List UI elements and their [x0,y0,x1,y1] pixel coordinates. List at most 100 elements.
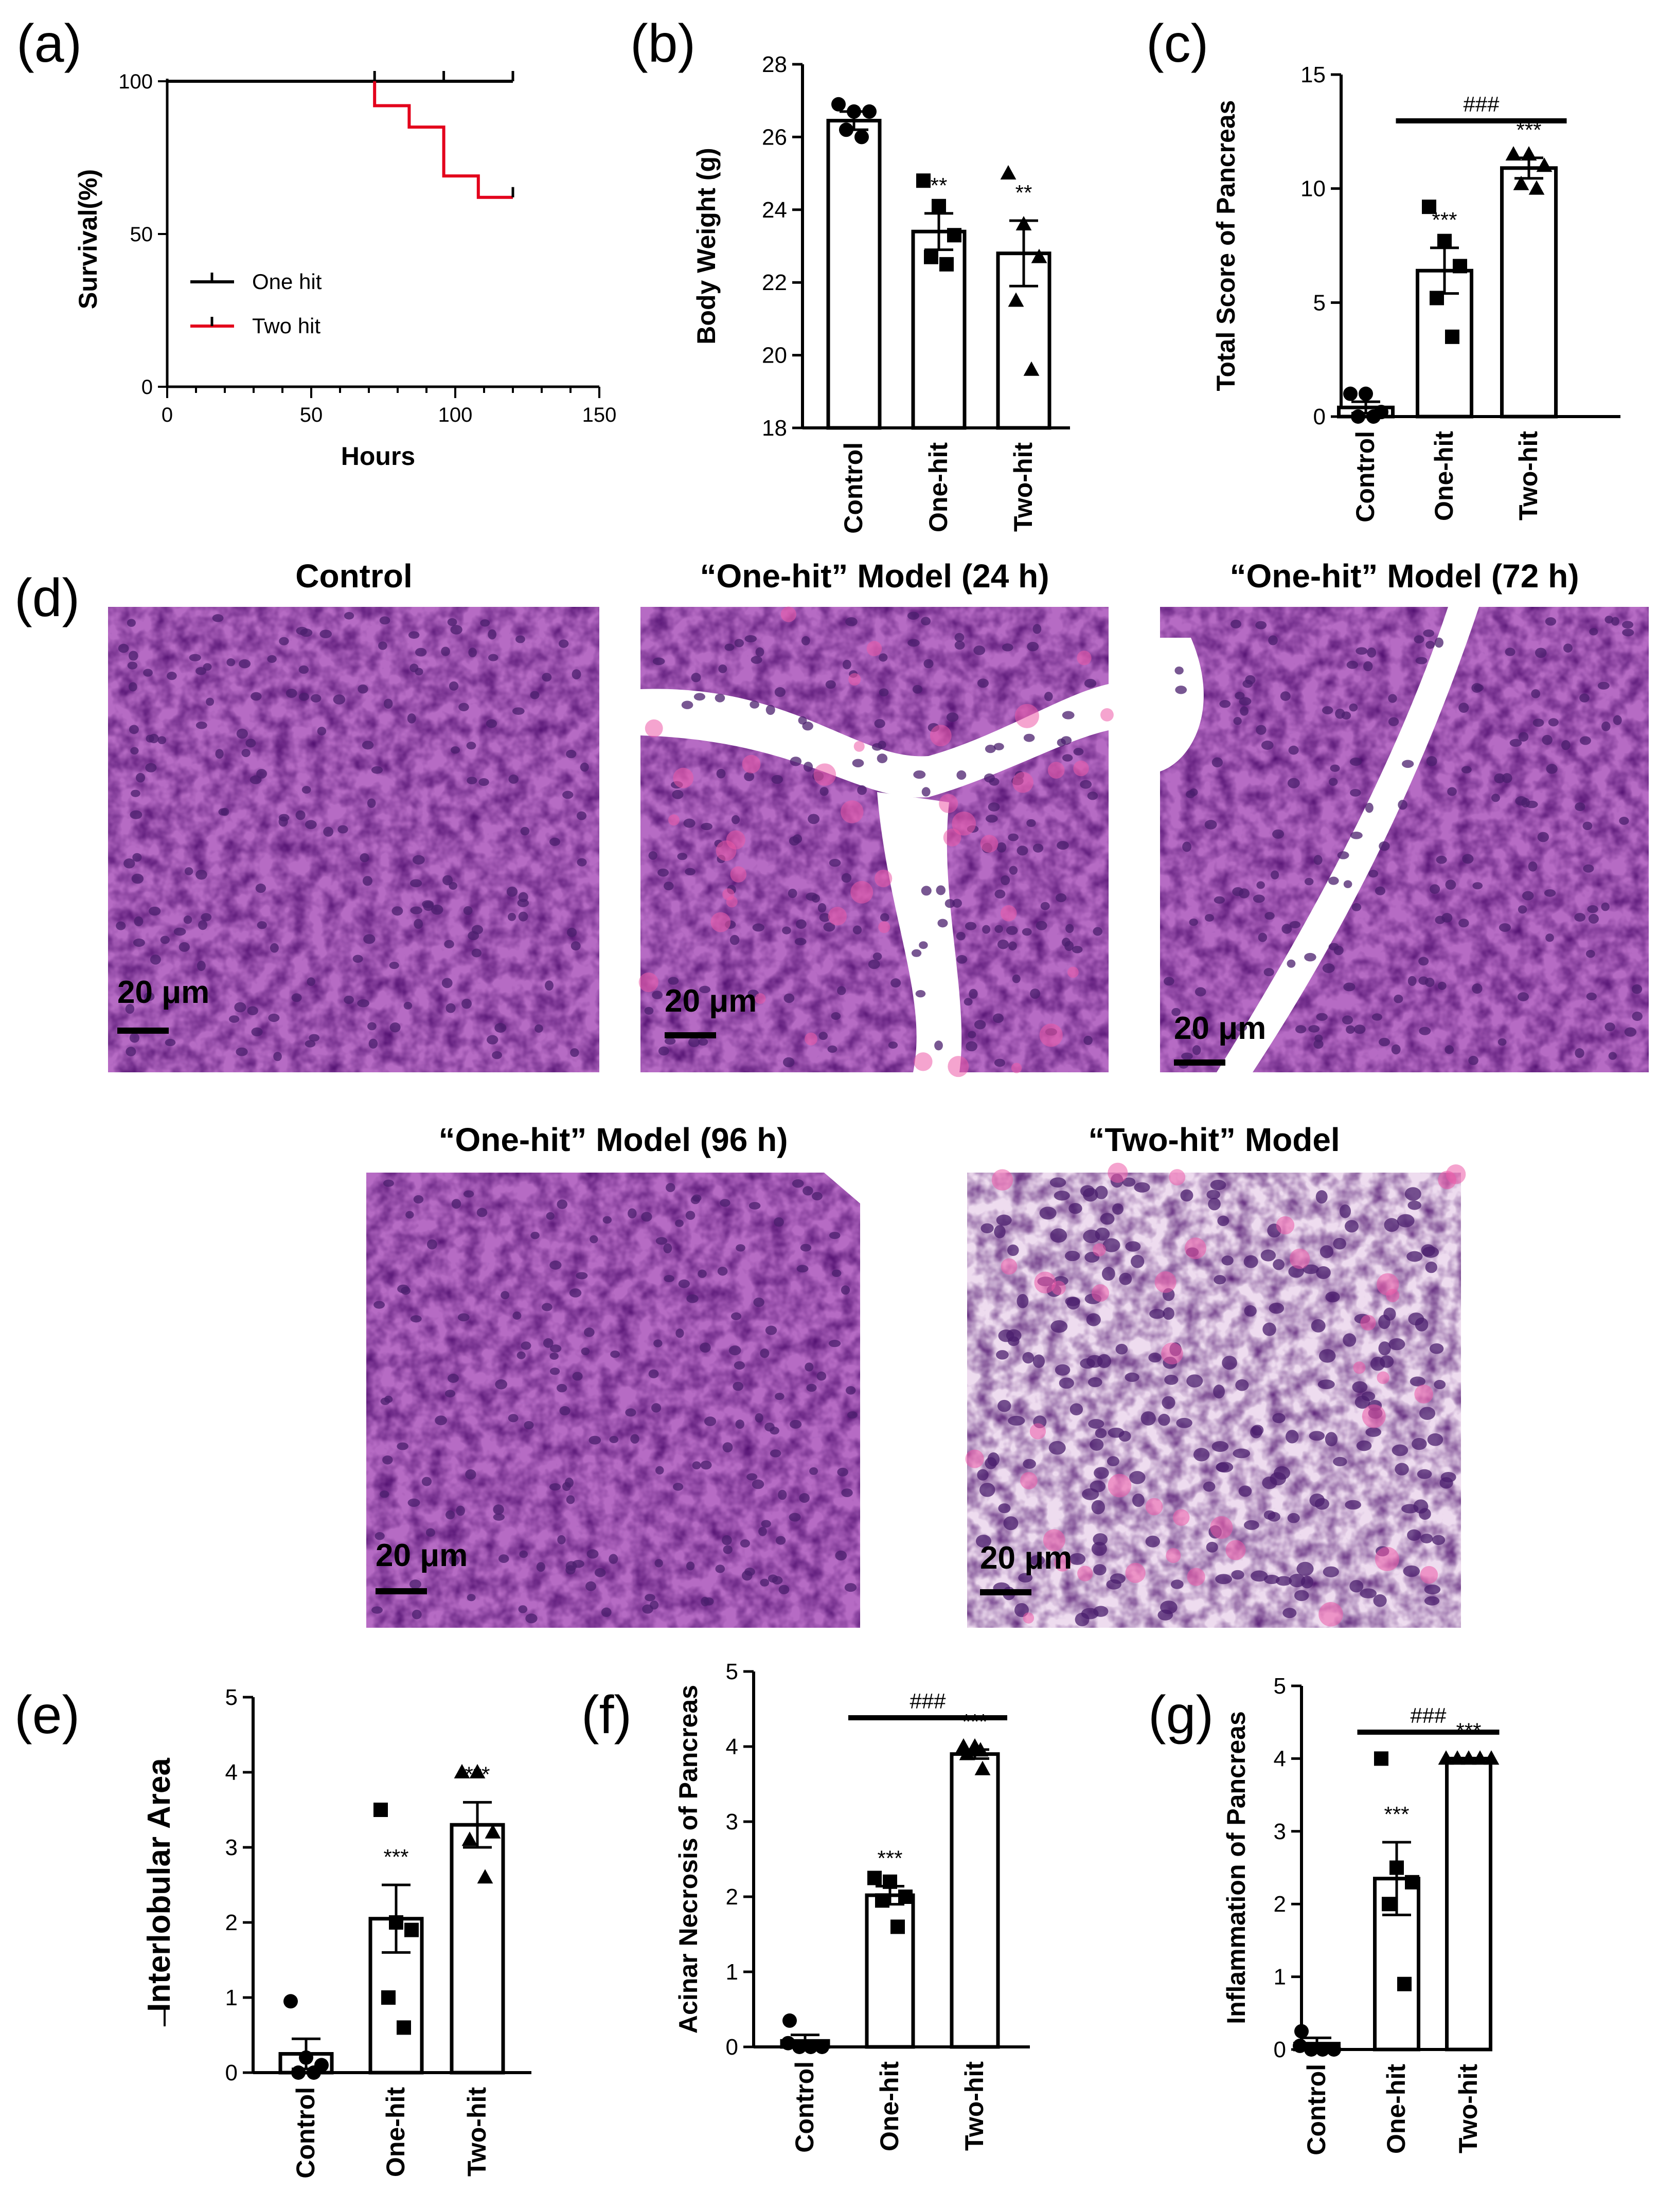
nucleus [1575,1048,1584,1058]
panel-label-c: (c) [1146,14,1208,74]
nucleus [463,906,473,915]
eosinophilic-granule [1210,1516,1233,1539]
nucleus [1604,616,1614,624]
eosinophilic-granule [948,1056,969,1077]
nucleus [1095,1185,1108,1199]
data-point [1438,1750,1454,1765]
nucleus [664,882,674,891]
nucleus [1588,914,1599,924]
nucleus [546,1212,555,1220]
nucleus [974,1020,986,1030]
nucleus [1180,1189,1193,1202]
nucleus [1365,1427,1382,1437]
nucleus [559,1406,570,1416]
x-tick-label: 50 [300,404,323,426]
nucleus [1170,1579,1184,1589]
nucleus [796,1265,809,1273]
nucleus [1368,870,1379,878]
nucleus [913,770,926,779]
nucleus [1419,1508,1431,1520]
nucleus [1356,647,1368,655]
nucleus [663,1243,672,1254]
nucleus [1579,693,1590,703]
data-point [916,173,931,188]
nucleus [765,705,775,715]
nucleus [1002,643,1013,652]
nucleus [1378,1037,1390,1047]
nucleus [410,906,423,914]
nucleus [722,1442,733,1452]
nucleus [414,919,423,929]
nucleus [1191,1029,1200,1037]
nucleus [1263,1574,1280,1585]
nucleus [1065,1297,1080,1306]
acinar-necrosis-chart: 0 1 2 3 4 5 Acinar Necrosis of Pancreas Control… [674,1659,1030,2153]
nucleus [201,913,212,922]
nucleus [1282,1608,1297,1618]
nucleus [704,1416,717,1426]
nucleus [1018,1573,1033,1583]
nucleus [1213,1384,1225,1399]
nucleus [752,1479,764,1489]
data-point [875,1893,889,1908]
nucleus [1256,881,1265,889]
nucleus [1090,1480,1106,1492]
nucleus [1032,1354,1045,1368]
tissue-texture [1160,607,1649,1072]
nucleus [589,1435,601,1445]
x-tick-label: One-hit [1430,431,1458,521]
data-point [804,2040,818,2054]
nucleus [562,1482,571,1491]
nucleus [198,920,208,930]
nucleus [550,1344,562,1353]
bar-one-hit [865,1893,915,2049]
nucleus [498,1554,509,1563]
nucleus [363,934,376,944]
nucleus [383,698,393,709]
nucleus [150,954,161,965]
y-axis-label: Inflammation of Pancreas [1222,1711,1251,2024]
nucleus [678,1279,690,1288]
nucleus [1102,1238,1120,1252]
nucleus [1373,1594,1387,1607]
nucleus [1317,1379,1335,1390]
nucleus [557,1383,567,1393]
nucleus [1255,621,1267,630]
nucleus [291,993,302,1002]
nucleus [360,853,369,862]
nucleus [602,1216,612,1224]
nucleus [1080,1358,1095,1369]
nucleus [979,1483,995,1497]
y-tick-label: 15 [1300,62,1326,87]
nucleus [980,1223,994,1233]
nucleus [1402,760,1414,768]
nucleus [239,659,251,669]
eosinophilic-granule [878,921,890,933]
nucleus [1325,1291,1340,1303]
data-point [299,2050,313,2065]
panel-label-b: (b) [630,14,696,74]
nucleus [1122,1177,1136,1187]
nucleus [800,1244,812,1252]
data-point [974,1760,991,1775]
bar-two-hit [1445,1756,1492,2052]
nucleus [994,925,1003,933]
nucleus [118,643,129,653]
nucleus [1583,864,1594,873]
nucleus [562,790,574,799]
nucleus [1353,1024,1366,1034]
eosinophilic-granule [980,835,999,853]
nucleus [831,1269,842,1277]
nucleus [165,1038,176,1047]
nucleus [752,923,765,932]
data-point [1366,409,1381,424]
nucleus [1271,870,1279,879]
nucleus [827,1045,837,1053]
nucleus [1352,1381,1368,1393]
data-point [1382,1897,1396,1912]
nucleus [410,1315,422,1323]
nucleus [557,1199,568,1209]
data-point [959,1746,975,1760]
nucleus [234,1002,246,1013]
nucleus [772,1576,783,1585]
